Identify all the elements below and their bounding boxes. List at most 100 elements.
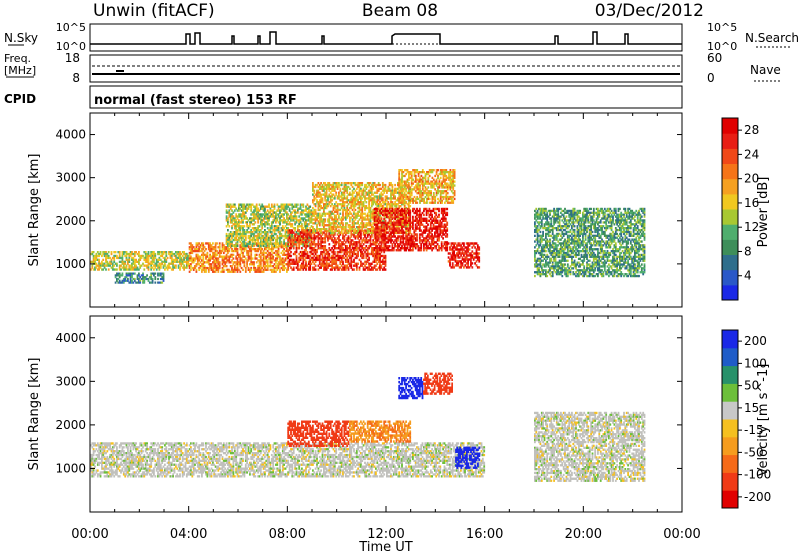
scatter-cell-0 — [154, 254, 157, 258]
scatter-cell-6 — [391, 217, 394, 220]
scatter-cell-3 — [259, 221, 262, 224]
scatter-cell-3 — [261, 205, 264, 208]
scatter-cell-4 — [294, 262, 296, 265]
scatter-cell-2 — [258, 266, 261, 270]
scatter-cell-3 — [270, 236, 273, 240]
scatter-cell-0 — [127, 260, 129, 263]
scatter-cell-2 — [228, 270, 231, 273]
scatter-cell-3 — [235, 207, 238, 210]
scatter-cell-3 — [225, 209, 228, 212]
scatter-cell-4 — [301, 262, 303, 265]
scatter-cell-3 — [261, 227, 264, 230]
scatter-cell-2 — [224, 265, 227, 268]
scatter-cell-2 — [262, 263, 265, 266]
scatter-cell-1 — [127, 277, 129, 281]
scatter-cell-3 — [301, 211, 303, 214]
scatter-cell-2 — [255, 244, 258, 247]
scatter-cell-3 — [275, 217, 277, 220]
scatter-cell-2 — [266, 261, 269, 264]
scatter-cell-3 — [265, 213, 268, 216]
scatter-cell-0 — [111, 266, 114, 269]
scatter-cell-4 — [309, 250, 312, 254]
scatter-cell-3 — [265, 215, 268, 218]
scatter-cell-3 — [290, 232, 292, 236]
scatter-cell-2 — [270, 268, 273, 271]
scatter-cell-3 — [231, 209, 233, 212]
scatter-cell-5 — [324, 220, 327, 223]
scatter-cell-4 — [296, 260, 299, 263]
scatter-cell-0 — [168, 262, 170, 265]
scatter-cell-0 — [183, 260, 185, 263]
scatter-cell-2 — [214, 244, 217, 247]
scatter-cell-1 — [132, 272, 135, 275]
scatter-cell-0 — [159, 266, 162, 269]
scatter-cell-4 — [306, 254, 309, 258]
scatter-cell-3 — [294, 209, 296, 212]
scatter-cell-0 — [118, 264, 121, 267]
scatter-cell-2 — [266, 244, 269, 247]
scatter-cell-2 — [284, 249, 287, 253]
scatter-cell-2 — [222, 270, 225, 273]
scatter-cell-3 — [259, 238, 262, 242]
scatter-cell-2 — [225, 246, 228, 249]
scatter-cell-4 — [296, 241, 299, 244]
scatter-cell-2 — [191, 244, 194, 247]
scatter-cell-3 — [227, 211, 229, 214]
scatter-cell-0 — [102, 251, 105, 254]
scatter-cell-3 — [281, 227, 284, 230]
scatter-cell-3 — [273, 205, 276, 208]
scatter-cell-1 — [162, 279, 165, 282]
scatter-cell-2 — [195, 242, 198, 245]
scatter-cell-0 — [122, 264, 125, 267]
scatter-cell-2 — [191, 259, 194, 262]
scatter-cell-2 — [275, 253, 277, 256]
scatter-cell-0 — [107, 268, 110, 271]
scatter-cell-4 — [303, 250, 306, 254]
scatter-cell-2 — [210, 255, 213, 258]
scatter-cell-3 — [303, 217, 306, 220]
scatter-cell-2 — [265, 259, 268, 262]
scatter-cell-1 — [153, 272, 155, 275]
scatter-cell-3 — [262, 217, 265, 220]
scatter-cell-2 — [236, 248, 239, 251]
scatter-cell-2 — [259, 249, 262, 253]
scatter-cell-2 — [212, 242, 214, 245]
scatter-cell-2 — [229, 265, 232, 268]
scatter-cell-4 — [313, 239, 316, 242]
scatter-cell-2 — [283, 248, 285, 251]
scatter-cell-2 — [194, 259, 196, 262]
scatter-cell-2 — [196, 257, 199, 260]
scatter-cell-2 — [258, 268, 261, 271]
scatter-cell-2 — [239, 244, 242, 247]
scatter-cell-3 — [291, 207, 294, 210]
scatter-cell-2 — [273, 259, 276, 262]
scatter-cell-2 — [262, 261, 265, 264]
scatter-cell-4 — [310, 241, 313, 244]
scatter-cell-3 — [249, 221, 251, 224]
scatter-cell-3 — [292, 227, 295, 230]
scatter-cell-2 — [199, 246, 202, 249]
scatter-cell-4 — [307, 266, 310, 269]
scatter-cell-5 — [391, 201, 394, 204]
scatter-cell-3 — [240, 219, 243, 222]
scatter-cell-3 — [279, 234, 281, 238]
scatter-cell-3 — [306, 225, 309, 228]
scatter-cell-4 — [301, 231, 303, 234]
scatter-cell-3 — [309, 221, 312, 224]
scatter-cell-0 — [118, 260, 121, 263]
scatter-cell-3 — [232, 215, 235, 218]
scatter-cell-2 — [205, 266, 207, 270]
scatter-cell-3 — [281, 205, 284, 208]
scatter-cell-0 — [131, 252, 133, 256]
scatter-cell-2 — [286, 249, 288, 253]
scatter-cell-2 — [217, 268, 220, 271]
scatter-cell-4 — [305, 262, 307, 265]
scatter-cell-4 — [302, 266, 305, 269]
scatter-cell-2 — [209, 248, 211, 251]
scatter-cell-2 — [257, 259, 259, 262]
scatter-cell-3 — [265, 236, 268, 240]
scatter-cell-3 — [249, 205, 251, 208]
scatter-cell-3 — [236, 244, 239, 248]
nave-label: Nave — [750, 63, 781, 77]
scatter-cell-0 — [159, 251, 162, 254]
